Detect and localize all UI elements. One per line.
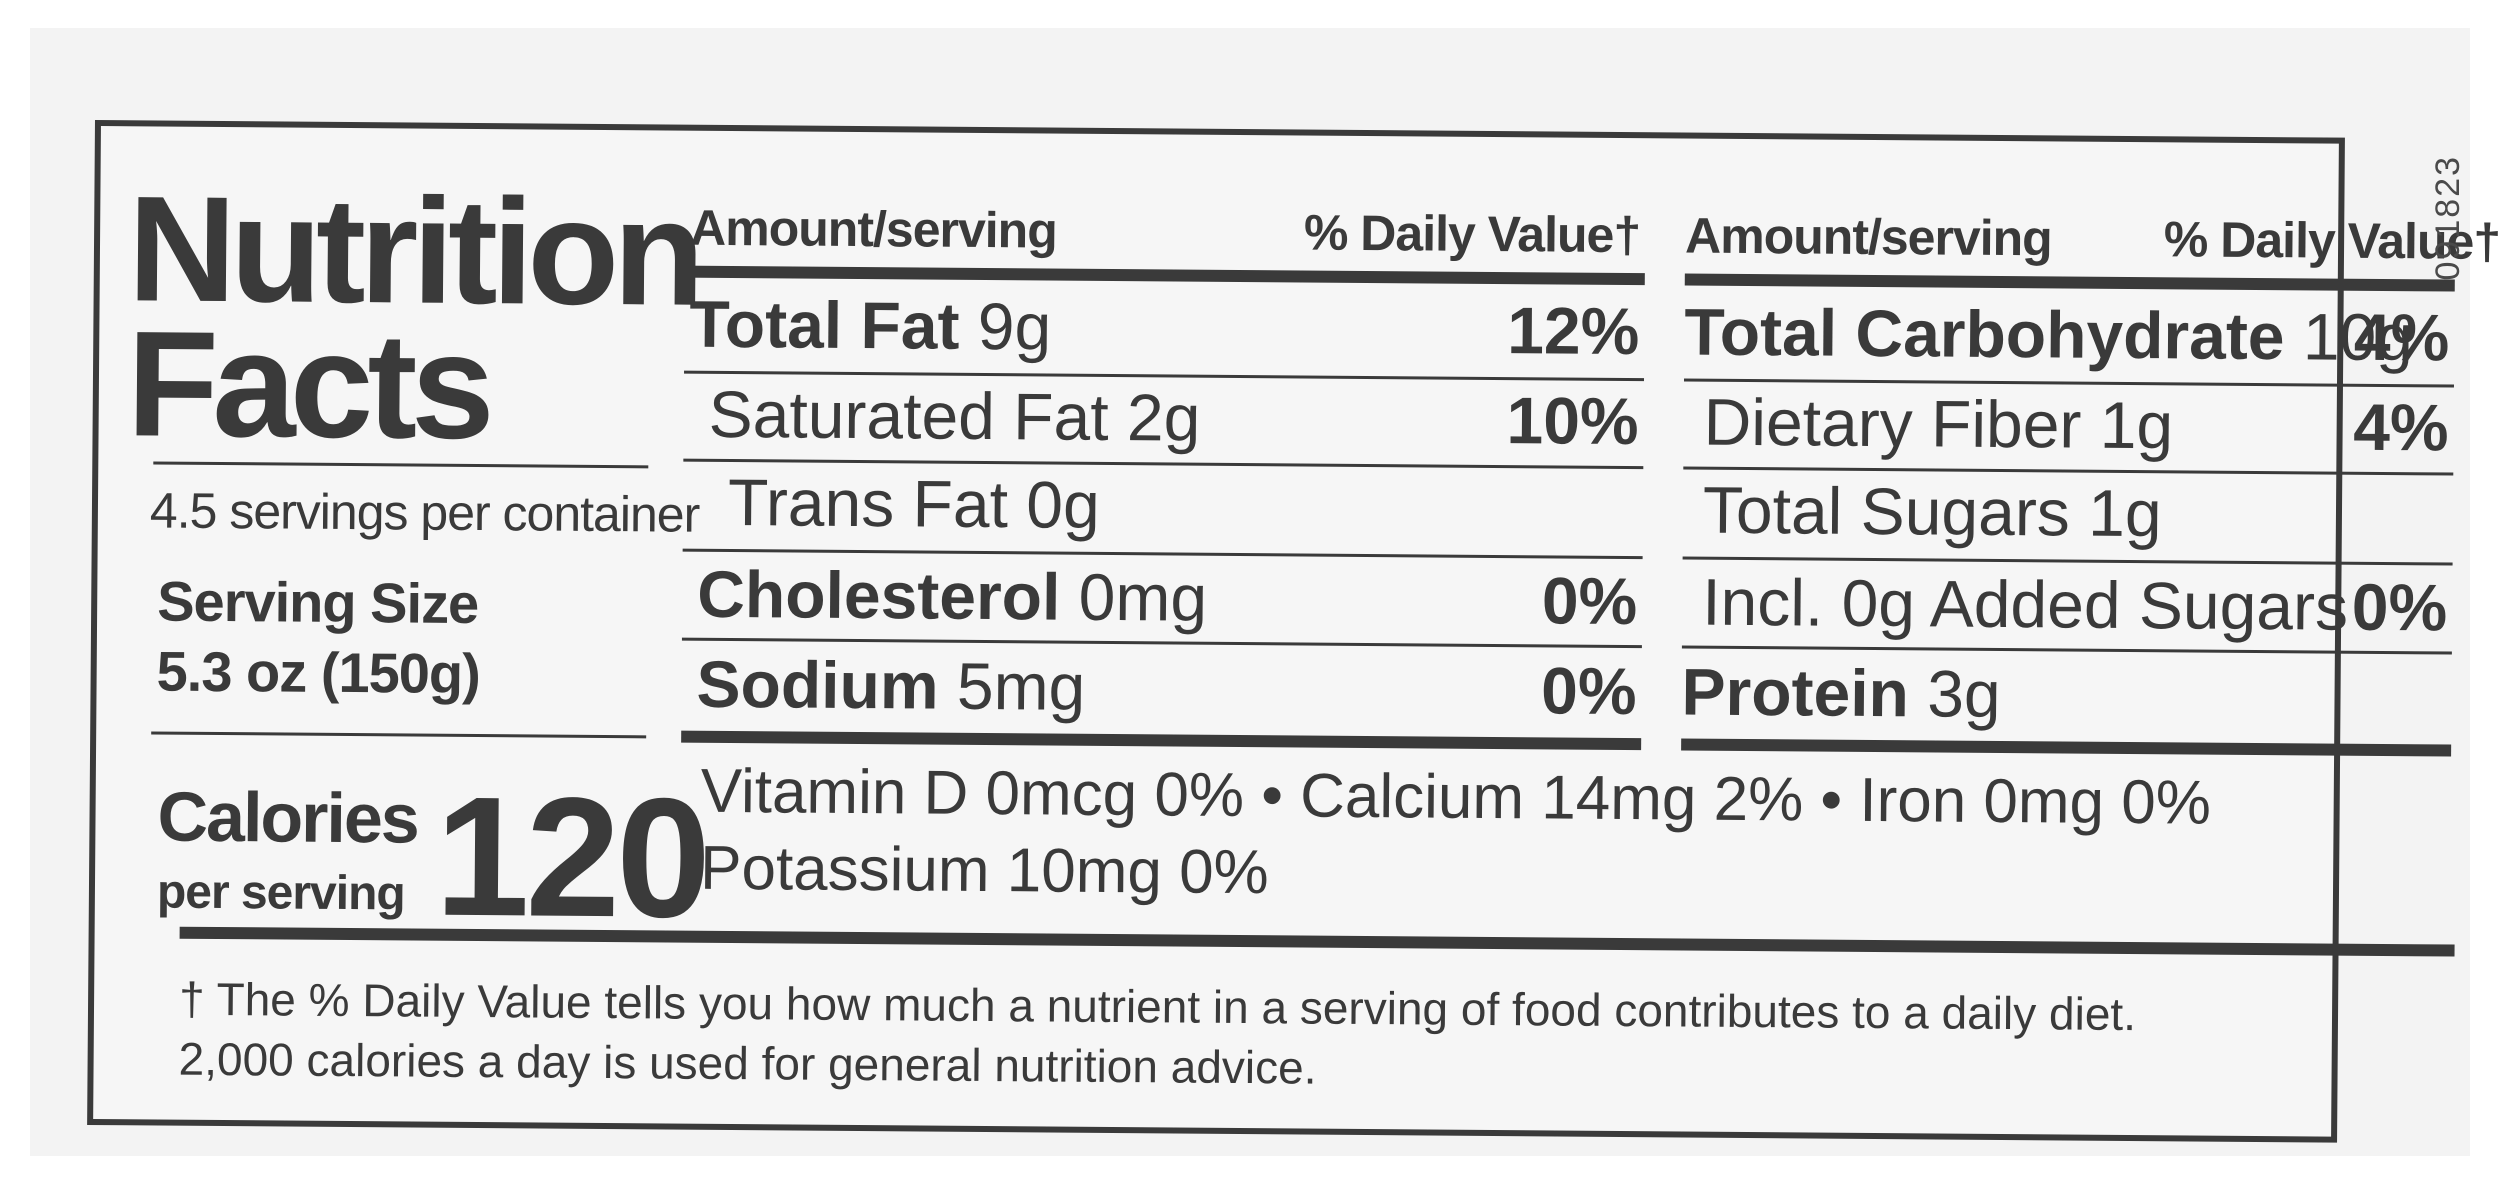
row-divider: [1681, 645, 2452, 655]
dv-saturated-fat: 10%: [1506, 383, 1639, 459]
left-header-rule: [684, 265, 1645, 286]
calories-subtitle: per serving: [156, 865, 405, 921]
dv-cholesterol: 0%: [1541, 563, 1638, 639]
label-title: Nutrition Facts: [126, 164, 699, 471]
footnote-line-2: 2,000 calories a day is used for general…: [178, 1032, 1317, 1094]
title-line-2: Facts: [126, 299, 490, 471]
serving-size: Serving Size 5.3 oz (150g): [156, 567, 480, 710]
calories-value: 120: [434, 761, 708, 954]
vitamins-line-1: Vitamin D 0mcg 0% • Calcium 14mg 2% • Ir…: [700, 756, 2212, 838]
row-trans-fat: Trans Fat 0g: [727, 464, 1101, 542]
serving-divider: [151, 731, 647, 739]
dv-sodium: 0%: [1540, 653, 1637, 729]
right-header-dv: % Daily Value†: [2163, 211, 2500, 270]
dv-added-sugars: 0%: [2351, 569, 2448, 645]
dv-total-fat: 12%: [1506, 293, 1640, 369]
row-sodium: Sodium 5mg: [696, 646, 1086, 724]
serving-size-label: Serving Size: [156, 569, 479, 636]
row-saturated-fat: Saturated Fat 2g: [708, 376, 1201, 455]
lot-code: 091823: [2429, 155, 2467, 281]
calories-label: Calories: [157, 777, 419, 858]
row-protein: Protein 3g: [1681, 654, 2001, 731]
row-dietary-fiber: Dietary Fiber 1g: [1703, 384, 2174, 463]
left-header-amount: Amount/serving: [689, 199, 1057, 259]
left-header-dv: % Daily Value†: [1303, 204, 1641, 264]
row-total-sugars: Total Sugars 1g: [1702, 472, 2162, 551]
left-bottom-rule: [681, 730, 1642, 751]
dv-total-carbohydrate: 4%: [2353, 299, 2450, 375]
right-bottom-rule: [1681, 738, 2452, 757]
footnote-line-1: † The % Daily Value tells you how much a…: [178, 972, 2137, 1041]
right-header-amount: Amount/serving: [1684, 207, 2052, 267]
vitamins-line-2: Potassium 10mg 0%: [699, 833, 1270, 908]
row-cholesterol: Cholesterol 0mg: [697, 556, 1208, 635]
servings-per-container: 4.5 servings per container: [149, 482, 700, 543]
right-header-rule: [1684, 273, 2455, 292]
nutrition-facts-label: Nutrition Facts 4.5 servings per contain…: [87, 120, 2500, 1143]
row-total-fat: Total Fat 9g: [689, 286, 1052, 364]
dv-dietary-fiber: 4%: [2352, 389, 2449, 465]
serving-size-value: 5.3 oz (150g): [156, 639, 481, 706]
